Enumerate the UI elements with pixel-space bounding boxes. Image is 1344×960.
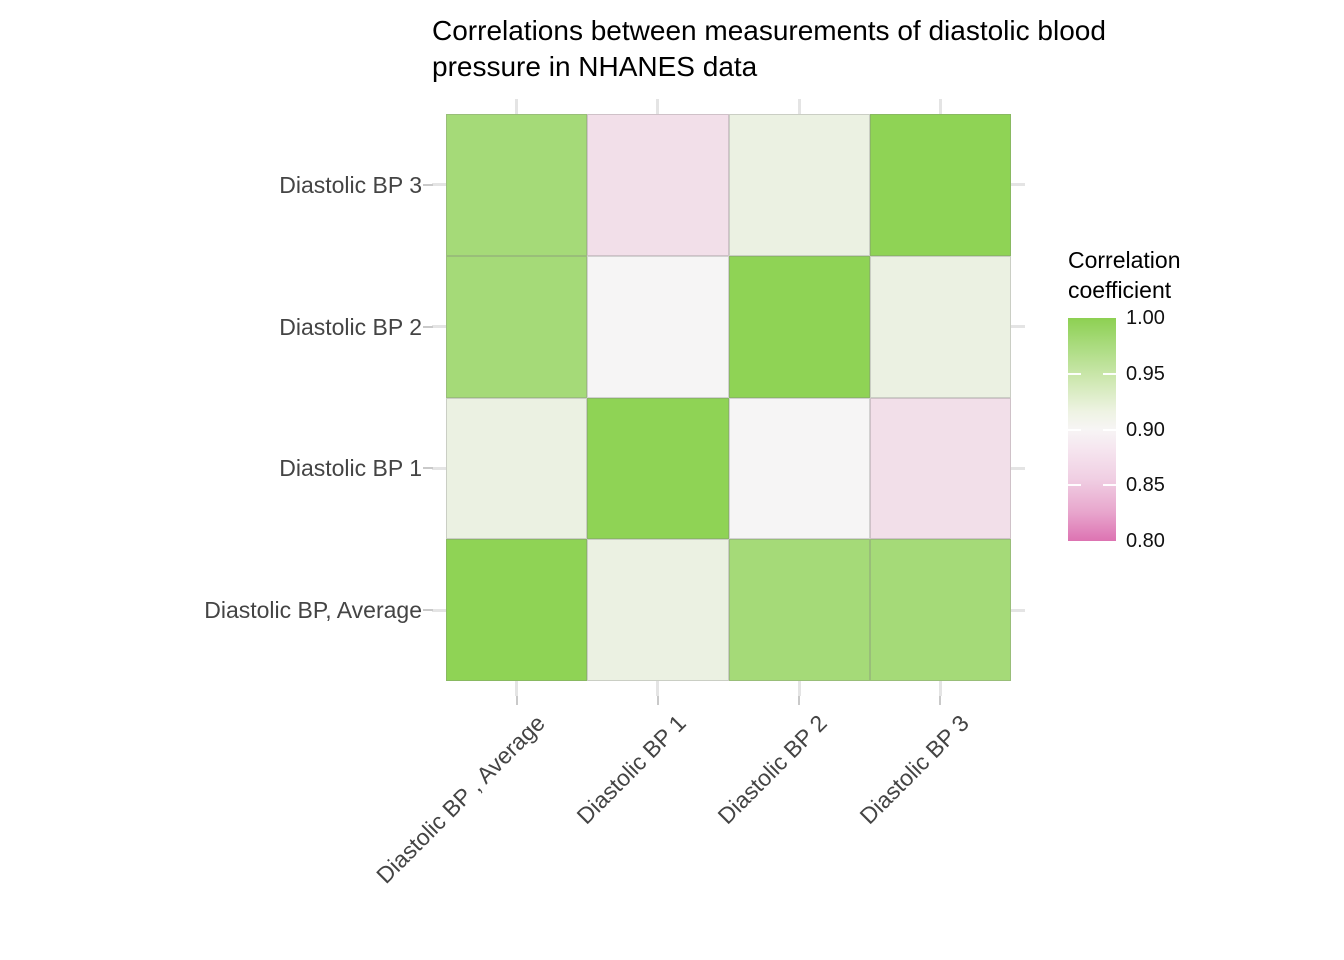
gridline-stub — [797, 681, 801, 696]
heatmap-cell — [869, 114, 1011, 256]
x-axis-tick — [939, 696, 942, 705]
heatmap-cell — [728, 539, 870, 681]
heatmap-cell — [446, 539, 588, 681]
legend-tick-label: 0.95 — [1126, 362, 1165, 385]
y-axis-label: Diastolic BP 1 — [279, 455, 422, 482]
gridline-stub — [1011, 325, 1025, 329]
legend-colorbar-tick — [1103, 428, 1116, 431]
x-axis-label: Diastolic BP 3 — [854, 709, 974, 830]
heatmap-cell — [587, 114, 729, 256]
heatmap-grid — [446, 114, 1011, 681]
gridline-stub — [515, 99, 519, 114]
gridline-stub — [432, 325, 446, 329]
gridline-stub — [938, 681, 942, 696]
heatmap-cell — [728, 255, 870, 398]
y-axis-label: Diastolic BP, Average — [204, 597, 422, 624]
gridline-stub — [938, 99, 942, 114]
x-axis-label: Diastolic BP 2 — [712, 709, 833, 830]
y-axis-tick — [423, 325, 433, 328]
gridline-stub — [515, 681, 519, 696]
heatmap-cell — [869, 255, 1011, 398]
gridline-stub — [432, 608, 446, 612]
x-axis-label: Diastolic BP , Average — [371, 709, 550, 889]
heatmap-cell — [869, 397, 1011, 540]
gridline-stub — [432, 466, 446, 470]
x-axis-tick — [656, 696, 659, 705]
heatmap-cell — [587, 397, 729, 540]
legend-tick-label: 1.00 — [1126, 307, 1165, 329]
legend-tick-label: 0.90 — [1126, 418, 1165, 441]
y-axis-tick — [423, 609, 433, 612]
heatmap-cell — [728, 114, 870, 256]
y-axis-tick — [423, 183, 433, 186]
heatmap-cell — [446, 397, 588, 540]
heatmap-cell — [728, 397, 870, 540]
legend-tick-label: 0.80 — [1126, 530, 1165, 552]
y-axis-tick — [423, 467, 433, 470]
y-axis-label: Diastolic BP 3 — [279, 171, 422, 198]
y-axis-label: Diastolic BP 2 — [279, 313, 422, 340]
legend-colorbar-tick — [1068, 428, 1081, 431]
legend-colorbar-tick — [1103, 484, 1116, 487]
legend-colorbar-tick — [1068, 484, 1081, 487]
x-axis-tick — [798, 696, 801, 705]
heatmap-cell — [446, 114, 588, 256]
gridline-stub — [1011, 608, 1025, 612]
gridline-stub — [656, 681, 660, 696]
gridline-stub — [432, 183, 446, 187]
gridline-stub — [656, 99, 660, 114]
x-axis-tick — [515, 696, 518, 705]
legend-title: Correlation coefficient — [1068, 247, 1181, 303]
chart-title: Correlations between measurements of dia… — [432, 15, 1106, 82]
legend-colorbar-tick — [1103, 372, 1116, 375]
gridline-stub — [1011, 183, 1025, 187]
heatmap-cell — [587, 539, 729, 681]
legend-tick-label: 0.85 — [1126, 474, 1165, 497]
heatmap-cell — [869, 539, 1011, 681]
heatmap-cell — [587, 255, 729, 398]
gridline-stub — [1011, 466, 1025, 470]
gridline-stub — [797, 99, 801, 114]
heatmap-cell — [446, 255, 588, 398]
legend-colorbar-tick — [1068, 372, 1081, 375]
x-axis-label: Diastolic BP 1 — [571, 709, 691, 830]
